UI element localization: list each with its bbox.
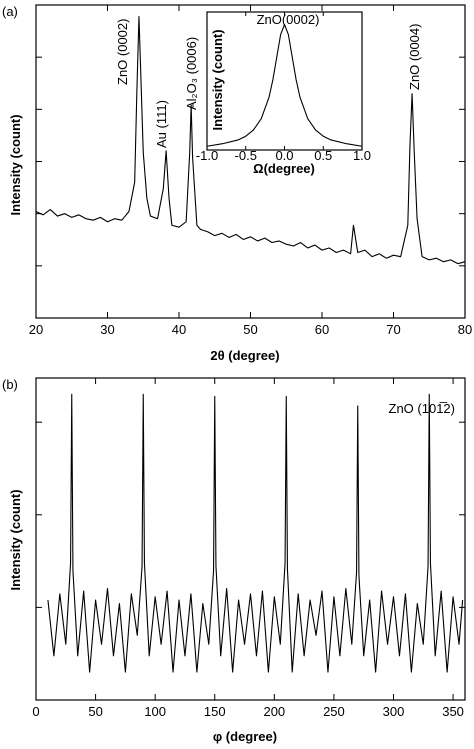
inset-y-label: Intensity (count) <box>210 29 225 130</box>
x-tick-label: 30 <box>100 322 114 337</box>
inset-annotation: ZnO(0002) <box>257 12 320 27</box>
x-tick-label: 300 <box>383 704 405 719</box>
x-tick-label: 0.5 <box>314 148 332 163</box>
x-axis-label: 2θ (degree) <box>210 348 279 363</box>
x-tick-label: 350 <box>442 704 464 719</box>
data-line <box>47 393 464 673</box>
x-tick-label: 0 <box>32 704 39 719</box>
x-tick-label: -0.5 <box>235 148 257 163</box>
x-tick-label: 150 <box>204 704 226 719</box>
plot-frame <box>206 11 363 151</box>
x-tick-label: 200 <box>263 704 285 719</box>
x-tick-label: 250 <box>323 704 345 719</box>
peak-label: ZnO (0002) <box>115 19 130 85</box>
x-tick-label: 100 <box>144 704 166 719</box>
data-line <box>206 24 363 147</box>
panel-label: (a) <box>2 4 18 19</box>
peak-label: ZnO (0004) <box>407 24 422 90</box>
y-axis-label: Intensity (count) <box>8 489 23 590</box>
panel-label: (b) <box>2 377 18 392</box>
peak-label: Au (111) <box>154 100 169 148</box>
data-line <box>35 16 466 265</box>
x-tick-label: 1.0 <box>353 148 371 163</box>
x-tick-label: 50 <box>88 704 102 719</box>
x-tick-label: 50 <box>243 322 257 337</box>
peak-label: Al₂O₃ (0006) <box>184 37 199 110</box>
x-axis-label: φ (degree) <box>213 729 277 744</box>
annotation: ZnO (101̅2) <box>389 401 455 416</box>
x-tick-label: 60 <box>315 322 329 337</box>
x-tick-label: 20 <box>29 322 43 337</box>
x-tick-label: -1.0 <box>196 148 218 163</box>
x-tick-label: 80 <box>458 322 472 337</box>
y-axis-label: Intensity (count) <box>8 114 23 215</box>
plot-frame <box>35 377 466 701</box>
x-tick-label: 70 <box>386 322 400 337</box>
inset-x-label: Ω(degree) <box>253 161 315 176</box>
x-tick-label: 0.0 <box>275 148 293 163</box>
x-tick-label: 40 <box>172 322 186 337</box>
